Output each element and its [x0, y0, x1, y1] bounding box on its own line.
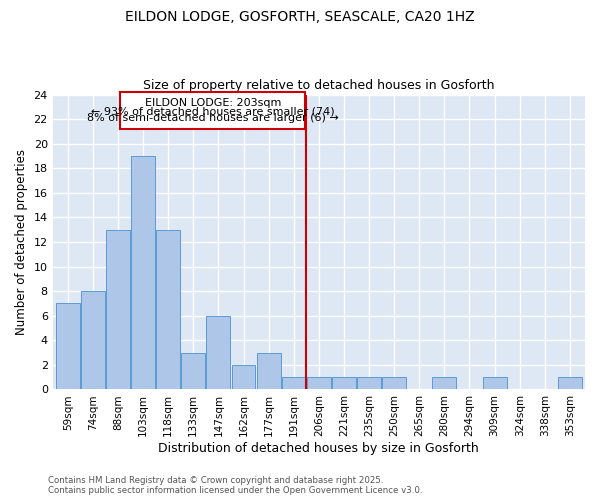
Y-axis label: Number of detached properties: Number of detached properties — [15, 149, 28, 335]
Bar — [307, 377, 331, 390]
Bar — [232, 365, 256, 390]
Bar — [433, 377, 457, 390]
Text: EILDON LODGE: 203sqm: EILDON LODGE: 203sqm — [145, 98, 281, 108]
Text: Contains HM Land Registry data © Crown copyright and database right 2025.
Contai: Contains HM Land Registry data © Crown c… — [48, 476, 422, 495]
X-axis label: Distribution of detached houses by size in Gosforth: Distribution of detached houses by size … — [158, 442, 479, 455]
Text: 8% of semi-detached houses are larger (6) →: 8% of semi-detached houses are larger (6… — [87, 114, 338, 124]
Bar — [332, 377, 356, 390]
Bar — [257, 352, 281, 390]
Bar — [56, 304, 80, 390]
Bar — [357, 377, 381, 390]
Title: Size of property relative to detached houses in Gosforth: Size of property relative to detached ho… — [143, 79, 494, 92]
Bar — [81, 291, 105, 390]
Bar — [156, 230, 180, 390]
Bar — [482, 377, 506, 390]
Bar — [206, 316, 230, 390]
Bar — [181, 352, 205, 390]
Bar — [121, 92, 305, 129]
Text: EILDON LODGE, GOSFORTH, SEASCALE, CA20 1HZ: EILDON LODGE, GOSFORTH, SEASCALE, CA20 1… — [125, 10, 475, 24]
Bar — [282, 377, 305, 390]
Text: ← 93% of detached houses are smaller (74): ← 93% of detached houses are smaller (74… — [91, 107, 335, 117]
Bar — [558, 377, 582, 390]
Bar — [382, 377, 406, 390]
Bar — [131, 156, 155, 390]
Bar — [106, 230, 130, 390]
